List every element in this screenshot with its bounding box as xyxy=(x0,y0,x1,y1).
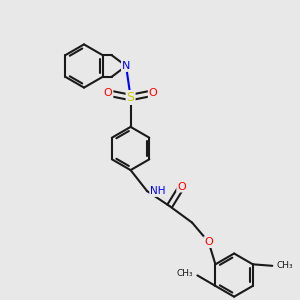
Text: CH₃: CH₃ xyxy=(277,261,293,270)
Text: NH: NH xyxy=(150,186,166,196)
Text: N: N xyxy=(122,61,130,71)
Text: O: O xyxy=(149,88,158,98)
Text: O: O xyxy=(104,88,112,98)
Text: O: O xyxy=(204,237,213,247)
Text: S: S xyxy=(127,91,135,104)
Text: O: O xyxy=(177,182,186,192)
Text: CH₃: CH₃ xyxy=(176,269,193,278)
